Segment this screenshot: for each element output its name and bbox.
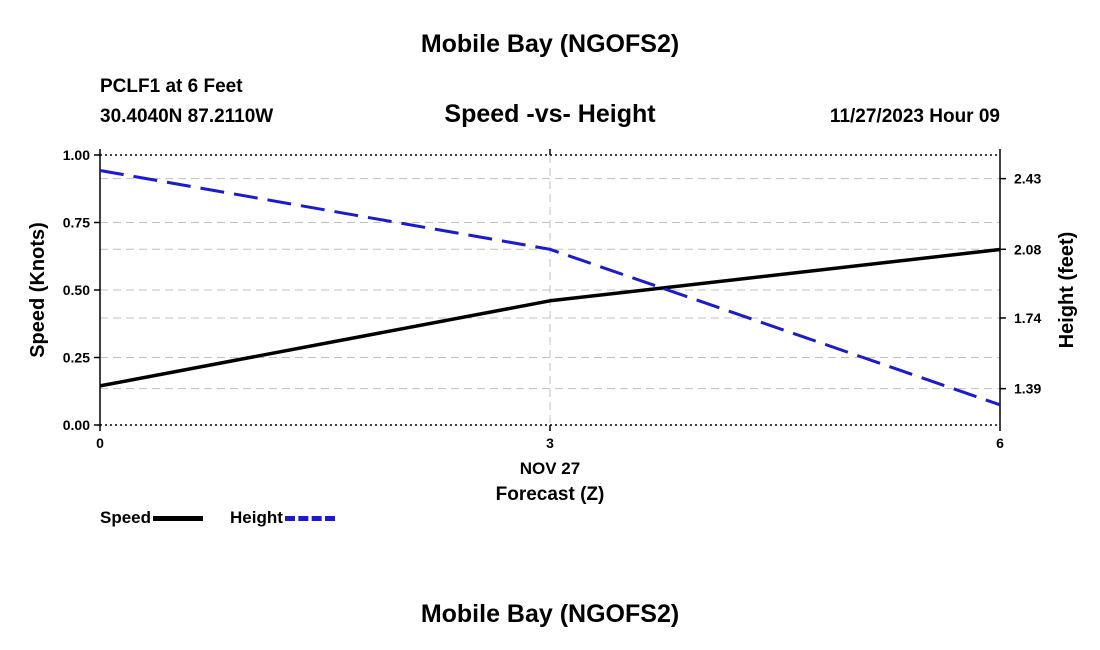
y-tick-label-left: 0.25 <box>63 350 90 366</box>
legend-height-label: Height <box>230 508 283 527</box>
legend-height-swatch <box>284 515 335 521</box>
y-axis-label-right: Height (feet) <box>1056 232 1078 349</box>
y-tick-label-left: 0.50 <box>63 282 90 298</box>
footer-title: Mobile Bay (NGOFS2) <box>420 600 680 628</box>
y-tick-label-left: 0.75 <box>63 215 90 231</box>
series-line-height <box>99 169 1001 407</box>
series-line-speed <box>99 247 1001 388</box>
legend-speed: Speed <box>100 508 204 528</box>
x-tick-label: 6 <box>996 435 1004 451</box>
y-tick-label-right: 1.74 <box>1014 310 1041 326</box>
chart-title: Speed -vs- Height <box>444 100 656 128</box>
y-tick-label-right: 2.43 <box>1014 171 1041 187</box>
x-tick-label: 0 <box>96 435 104 451</box>
coordinates-label: 30.4040N 87.2110W <box>100 106 274 127</box>
legend-height: Height <box>230 508 335 528</box>
x-date-label: NOV 27 <box>520 459 580 478</box>
station-label: PCLF1 at 6 Feet <box>100 76 243 97</box>
page-title: Mobile Bay (NGOFS2) <box>420 30 680 58</box>
y-axis-label-left: Speed (Knots) <box>27 222 49 358</box>
y-tick-label-left: 1.00 <box>63 147 90 163</box>
y-tick-label-right: 2.08 <box>1014 241 1041 257</box>
legend-speed-swatch <box>153 515 204 521</box>
x-axis-label: Forecast (Z) <box>496 484 605 505</box>
y-tick-label-left: 0.00 <box>63 417 90 433</box>
date-label: 11/27/2023 Hour 09 <box>829 106 1000 127</box>
x-tick-label: 3 <box>546 435 554 451</box>
legend-speed-label: Speed <box>100 508 152 527</box>
y-tick-label-right: 1.39 <box>1014 381 1041 397</box>
